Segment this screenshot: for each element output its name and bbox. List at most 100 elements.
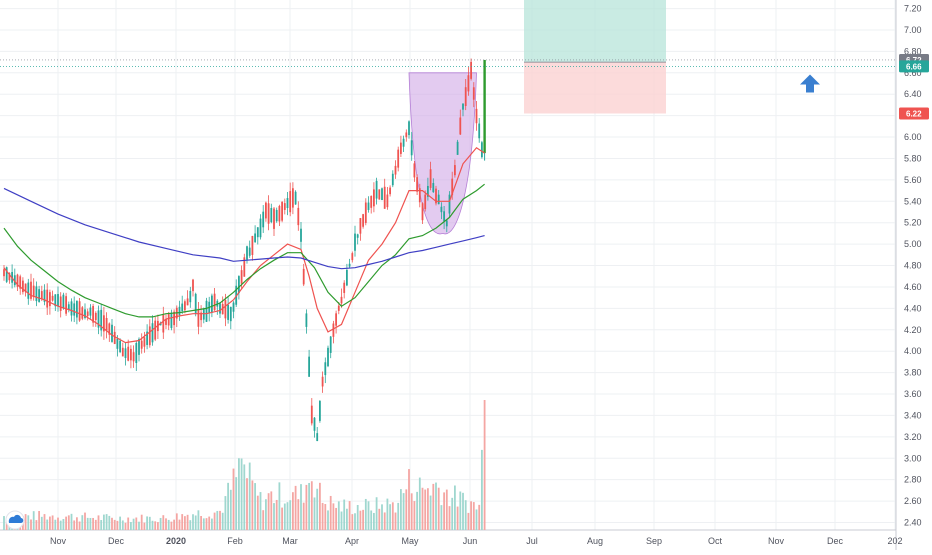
candle-body xyxy=(143,337,146,347)
candle-body xyxy=(262,211,265,228)
volume-bar xyxy=(51,515,54,530)
candle-body xyxy=(478,123,481,139)
candle-body xyxy=(408,121,410,136)
y-tick-label: 2.40 xyxy=(904,518,922,528)
candle-body xyxy=(254,233,256,243)
candle-body xyxy=(24,283,27,293)
candle-body xyxy=(148,326,151,346)
volume-bar xyxy=(216,510,219,530)
volume-bar xyxy=(73,520,76,530)
volume-bar xyxy=(367,501,370,530)
x-tick-label: Mar xyxy=(282,536,298,546)
volume-bar xyxy=(135,517,138,530)
y-tick-label: 2.80 xyxy=(904,475,922,485)
candle-body xyxy=(464,87,467,107)
candle-body xyxy=(281,201,283,221)
volume-bar xyxy=(410,493,413,530)
price-tags: 6.726.666.22 xyxy=(899,53,929,120)
candle-body xyxy=(16,274,19,287)
candle-body xyxy=(140,340,143,349)
candle-body xyxy=(70,301,73,316)
volume-bar xyxy=(483,400,486,530)
candle-body xyxy=(483,59,486,154)
volume-bar xyxy=(138,521,140,530)
candle-body xyxy=(240,270,243,284)
volume-bar xyxy=(278,482,281,530)
candle-body xyxy=(354,233,356,251)
candle-body xyxy=(121,347,124,357)
candle-body xyxy=(127,346,130,361)
volume-bar xyxy=(286,502,289,530)
candle-body xyxy=(73,303,76,316)
moving-averages xyxy=(3,147,485,344)
candle-body xyxy=(370,195,373,208)
candle-body xyxy=(146,331,148,345)
candle-body xyxy=(343,282,346,293)
candle-body xyxy=(278,205,281,222)
volume-bar xyxy=(116,520,119,530)
volume-bar xyxy=(418,477,421,530)
candle-body xyxy=(310,405,313,424)
volume-bar xyxy=(391,502,394,530)
tradingview-cloud-icon[interactable] xyxy=(5,510,25,530)
volume-bar xyxy=(62,519,65,530)
candle-body xyxy=(30,281,32,299)
candle-body xyxy=(273,208,275,229)
volume-bar xyxy=(389,504,391,530)
volume-bar xyxy=(159,517,162,530)
volume-bar xyxy=(38,510,40,530)
volume-bar xyxy=(427,488,429,530)
up-arrow-icon[interactable] xyxy=(800,74,820,93)
y-tick-label: 4.80 xyxy=(904,261,922,271)
volume-bar xyxy=(127,517,130,530)
candle-body xyxy=(364,202,367,223)
volume-bar xyxy=(370,510,373,530)
volume-bar xyxy=(464,500,467,530)
volume-bar xyxy=(310,481,313,530)
volume-bar xyxy=(443,492,445,530)
candle-body xyxy=(197,310,200,327)
loss-zone xyxy=(524,62,666,114)
x-tick-label: May xyxy=(401,536,419,546)
volume-bar xyxy=(454,485,456,530)
volume-bar xyxy=(373,512,375,530)
volume-bar xyxy=(302,502,305,530)
volume-bar xyxy=(470,501,472,530)
candle-body xyxy=(475,108,478,124)
candle-body xyxy=(462,103,464,110)
volume-bar xyxy=(383,512,386,530)
volume-bar xyxy=(202,518,205,530)
volume-bar xyxy=(300,484,302,530)
volume-bar xyxy=(157,522,159,530)
candle-body xyxy=(49,292,51,307)
candle-body xyxy=(135,342,138,364)
volume-bar xyxy=(294,485,297,530)
x-tick-label: Dec xyxy=(108,536,125,546)
volume-bar xyxy=(402,493,405,530)
x-tick-label: Nov xyxy=(768,536,785,546)
candle-body xyxy=(405,132,408,138)
candle-body xyxy=(429,169,432,188)
volume-bar xyxy=(103,514,105,530)
y-tick-label: 5.00 xyxy=(904,239,922,249)
volume-bar xyxy=(208,516,211,530)
volume-bar xyxy=(375,497,378,530)
candle-body xyxy=(413,163,416,178)
candle-body xyxy=(84,309,86,319)
candle-body xyxy=(300,228,302,242)
x-tick-label: Nov xyxy=(50,536,67,546)
volume-bar xyxy=(259,492,262,530)
y-tick-label: 7.20 xyxy=(904,4,922,14)
volume-bar xyxy=(267,493,270,530)
up-arrow-shape xyxy=(800,74,820,93)
candle-body xyxy=(402,138,405,147)
candle-body xyxy=(111,324,113,342)
candle-body xyxy=(443,211,445,222)
volume-bar xyxy=(316,488,319,530)
candle-body xyxy=(383,186,386,209)
candle-body xyxy=(362,214,364,227)
candle-body xyxy=(13,275,16,286)
volume-bar xyxy=(283,503,286,530)
